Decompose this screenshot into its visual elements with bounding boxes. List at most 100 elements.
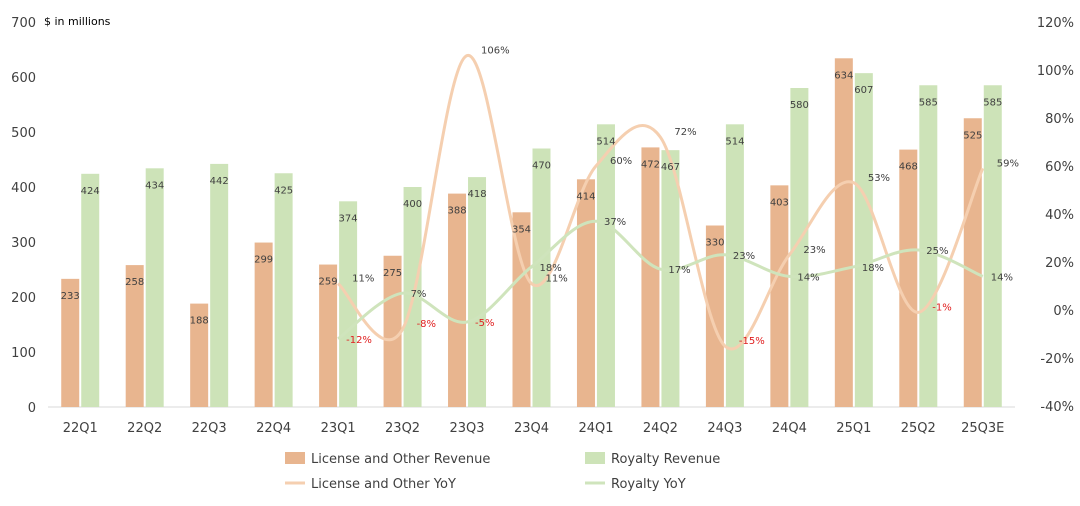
legend-swatch xyxy=(285,452,305,464)
y2-tick-label: 20% xyxy=(1045,256,1074,271)
bar-label-license: 468 xyxy=(899,162,918,173)
line-license-yoy xyxy=(337,54,985,351)
bar-label-license: 188 xyxy=(190,316,209,327)
y2-tick-label: 100% xyxy=(1037,64,1074,79)
bar-license xyxy=(641,147,660,407)
bar-license xyxy=(61,278,80,407)
line-label-license-yoy: 72% xyxy=(674,127,696,138)
y2-tick-label: -40% xyxy=(1040,400,1074,415)
bars xyxy=(61,58,1002,408)
bar-label-license: 354 xyxy=(512,224,531,235)
bar-label-royalty: 434 xyxy=(145,180,164,191)
line-label-license-yoy: 53% xyxy=(868,173,890,184)
line-label-royalty-yoy: 23% xyxy=(733,251,755,262)
line-label-license-yoy: 60% xyxy=(610,156,632,167)
bar-license xyxy=(254,242,273,407)
bar-label-royalty: 585 xyxy=(983,97,1002,108)
bar-label-license: 634 xyxy=(834,70,853,81)
bar-label-royalty: 418 xyxy=(467,189,486,200)
y-tick-label: 300 xyxy=(11,236,36,251)
y-tick-label: 700 xyxy=(11,16,36,31)
x-tick-label: 23Q3 xyxy=(450,421,485,436)
line-label-royalty-yoy: 14% xyxy=(991,272,1013,283)
x-tick-label: 23Q1 xyxy=(321,421,356,436)
line-label-license-yoy: -15% xyxy=(739,336,765,347)
line-royalty-yoy xyxy=(337,219,984,341)
line-label-royalty-yoy: 14% xyxy=(797,272,819,283)
y2-tick-label: -20% xyxy=(1040,352,1074,367)
y2-tick-label: 120% xyxy=(1037,16,1074,31)
x-tick-label: 25Q3E xyxy=(961,421,1004,436)
bar-label-license: 388 xyxy=(447,206,466,217)
bar-royalty xyxy=(81,173,100,407)
bar-label-royalty: 514 xyxy=(596,136,615,147)
legend-label: Royalty Revenue xyxy=(611,452,720,467)
line-label-royalty-yoy: 25% xyxy=(926,246,948,257)
y2-tick-label: 60% xyxy=(1045,160,1074,175)
bar-label-royalty: 425 xyxy=(274,185,293,196)
bar-license xyxy=(125,265,144,407)
bar-royalty xyxy=(210,163,229,407)
bar-royalty xyxy=(339,201,358,407)
line-label-royalty-yoy: 18% xyxy=(862,263,884,274)
line-label-license-yoy: 11% xyxy=(546,274,568,285)
bar-royalty xyxy=(274,173,293,407)
bar-license xyxy=(190,303,209,407)
bar-license xyxy=(448,193,467,407)
bar-label-license: 472 xyxy=(641,159,660,170)
bar-label-royalty: 467 xyxy=(661,162,680,173)
line-label-royalty-yoy: 17% xyxy=(668,265,690,276)
y-tick-label: 600 xyxy=(11,71,36,86)
x-tick-label: 24Q1 xyxy=(578,421,613,436)
x-tick-label: 24Q4 xyxy=(772,421,807,436)
line-label-royalty-yoy: 7% xyxy=(411,289,427,300)
bar-royalty xyxy=(661,150,680,407)
bar-label-license: 258 xyxy=(125,277,144,288)
bar-label-license: 259 xyxy=(319,277,338,288)
bar-license xyxy=(834,58,853,408)
y-tick-label: 0 xyxy=(28,401,36,416)
line-label-license-yoy: -8% xyxy=(417,319,436,330)
y-tick-label: 200 xyxy=(11,291,36,306)
data-labels: 2334242584341884422994252593742754003884… xyxy=(61,46,1019,347)
bar-royalty xyxy=(145,168,164,407)
y-tick-label: 400 xyxy=(11,181,36,196)
x-tick-label: 24Q2 xyxy=(643,421,678,436)
line-label-royalty-yoy: 18% xyxy=(540,263,562,274)
bar-license xyxy=(705,225,724,407)
y-tick-label: 500 xyxy=(11,126,36,141)
legend-swatch xyxy=(585,452,605,464)
bar-label-royalty: 580 xyxy=(790,100,809,111)
bar-label-royalty: 374 xyxy=(339,213,358,224)
bar-label-royalty: 424 xyxy=(81,186,100,197)
x-tick-label: 23Q2 xyxy=(385,421,420,436)
bar-royalty xyxy=(919,85,938,407)
bar-label-license: 414 xyxy=(576,191,595,202)
line-label-license-yoy: 106% xyxy=(481,46,510,57)
bar-license xyxy=(319,264,338,407)
x-tick-label: 22Q4 xyxy=(256,421,291,436)
bar-label-license: 525 xyxy=(963,130,982,141)
x-tick-label: 23Q4 xyxy=(514,421,549,436)
unit-label: $ in millions xyxy=(44,15,111,28)
legend: License and Other Revenue Royalty Revenue… xyxy=(285,452,720,492)
bar-license xyxy=(963,118,982,407)
line-label-license-yoy: 11% xyxy=(352,274,374,285)
x-tick-label: 25Q2 xyxy=(901,421,936,436)
legend-label: Royalty YoY xyxy=(611,477,686,492)
line-label-license-yoy: -1% xyxy=(932,302,951,313)
bar-royalty xyxy=(983,85,1002,407)
bar-label-license: 299 xyxy=(254,255,273,266)
bar-label-royalty: 607 xyxy=(854,85,873,96)
bar-label-license: 403 xyxy=(770,197,789,208)
y-axis-right: -40% -20% 0% 20% 40% 60% 80% 100% 120% xyxy=(1037,16,1074,415)
bar-label-royalty: 585 xyxy=(919,97,938,108)
line-label-royalty-yoy: -5% xyxy=(475,318,494,329)
bar-royalty xyxy=(725,124,744,408)
bar-license xyxy=(512,212,531,407)
bar-license xyxy=(576,179,595,407)
bar-label-royalty: 514 xyxy=(725,136,744,147)
bar-license xyxy=(770,185,789,407)
yoy-lines xyxy=(337,54,985,351)
